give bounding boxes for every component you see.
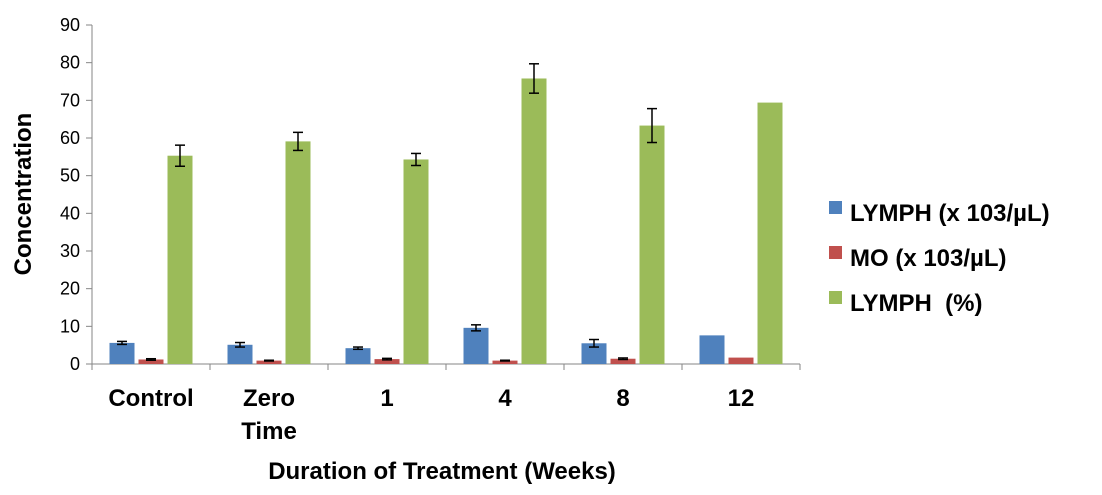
bar — [374, 359, 400, 364]
bar — [345, 348, 371, 364]
legend-label: LYMPH (x 103/µL) — [850, 200, 1050, 227]
bar — [138, 359, 164, 364]
y-tick-label: 50 — [60, 166, 80, 186]
x-tick-label: Zero — [243, 385, 295, 412]
bar — [757, 102, 783, 365]
y-tick-label: 0 — [70, 354, 80, 374]
x-tick-label: 1 — [380, 385, 393, 412]
y-tick-label: 40 — [60, 203, 80, 223]
x-axis-title: Duration of Treatment (Weeks) — [268, 458, 616, 485]
bar — [639, 125, 665, 364]
x-tick-label: 8 — [616, 385, 629, 412]
y-tick-label: 10 — [60, 316, 80, 336]
bar — [285, 141, 311, 364]
y-tick-label: 90 — [60, 15, 80, 35]
bar — [610, 358, 636, 364]
bar — [492, 360, 518, 364]
x-tick-label: 4 — [498, 385, 512, 412]
y-tick-label: 80 — [60, 53, 80, 73]
y-tick-label: 70 — [60, 90, 80, 110]
bar — [521, 78, 547, 364]
x-tick-label: Control — [108, 385, 193, 412]
bar — [699, 335, 725, 364]
bar — [256, 360, 282, 364]
x-tick-label: 12 — [728, 385, 755, 412]
x-axis: Control Zero Time 1 4 8 12 — [91, 363, 801, 445]
y-axis: 0 10 20 30 40 50 60 70 80 90 — [60, 15, 93, 374]
error-bars — [117, 63, 657, 362]
y-tick-label: 60 — [60, 128, 80, 148]
bar — [581, 343, 607, 364]
legend-swatch — [829, 201, 842, 214]
bar — [109, 342, 135, 364]
legend-swatch — [829, 291, 842, 304]
x-tick-label: Time — [241, 418, 297, 445]
bar — [167, 155, 193, 364]
legend: LYMPH (x 103/µL) MO (x 103/µL) LYMPH (%) — [829, 200, 1050, 317]
bar — [463, 327, 489, 364]
y-axis-title: Concentration — [10, 113, 37, 276]
legend-label: MO (x 103/µL) — [850, 245, 1007, 272]
legend-swatch — [829, 246, 842, 259]
bar — [227, 344, 253, 364]
legend-label: LYMPH (%) — [850, 290, 982, 317]
y-tick-label: 30 — [60, 241, 80, 261]
y-tick-label: 20 — [60, 279, 80, 299]
bar — [403, 159, 429, 364]
bars — [109, 78, 783, 365]
bar — [728, 357, 754, 364]
